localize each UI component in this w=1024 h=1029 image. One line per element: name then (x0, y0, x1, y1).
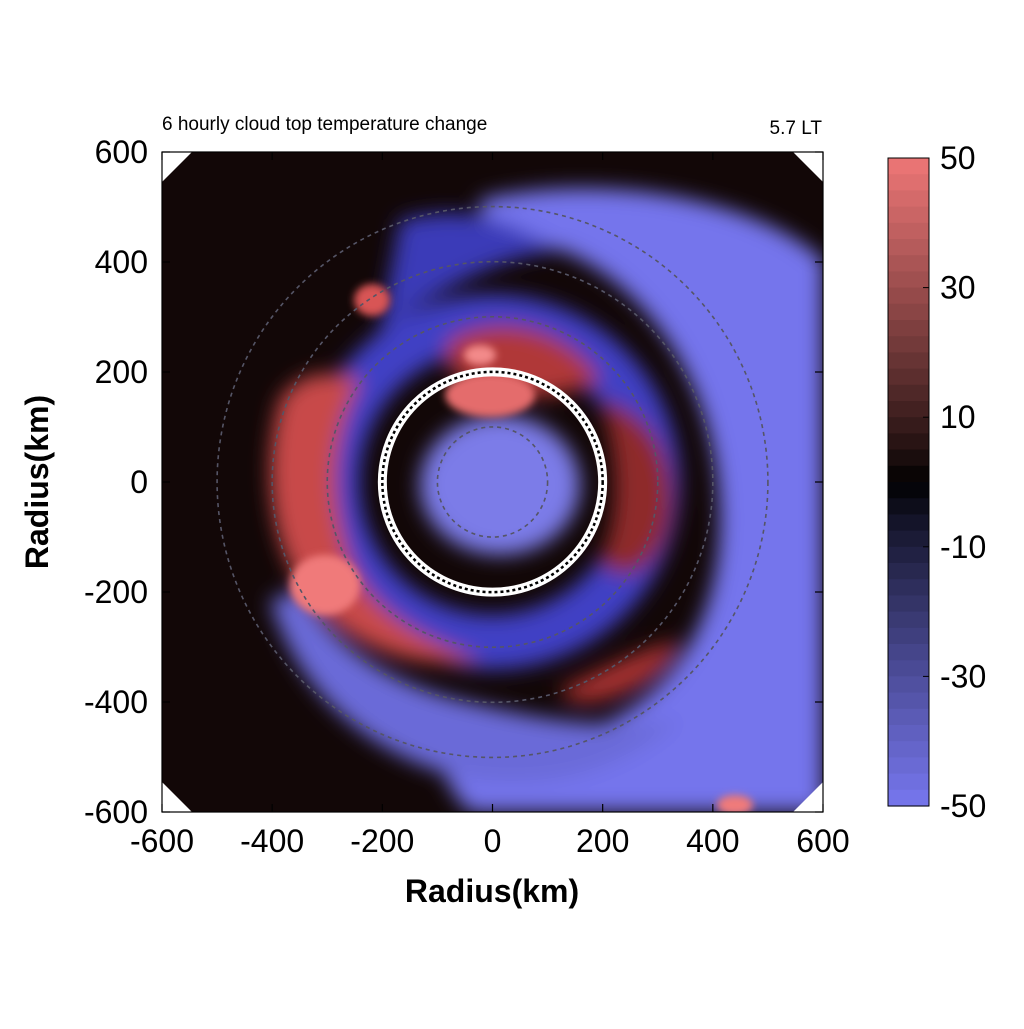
y-axis-label: Radius(km) (19, 395, 55, 569)
colorbar-swatch (888, 449, 929, 467)
heatmap-region-outer-cooling (442, 188, 823, 812)
colorbar-tick-label: -10 (940, 529, 986, 565)
x-tick-label: 600 (796, 823, 849, 859)
colorbar-swatch (888, 384, 929, 402)
colorbar-swatch (888, 401, 929, 418)
heatmap-region-southeast-warming (560, 640, 680, 702)
x-tick-label: 0 (484, 823, 502, 859)
colorbar-swatch (888, 757, 929, 775)
x-axis-ticks: -600 -400 -200 0 200 400 600 (130, 152, 850, 859)
colorbar-swatch (888, 433, 929, 451)
corner-mask-bottom-right (793, 782, 823, 812)
colorbar-swatch (888, 530, 929, 548)
colorbar-tick-label: -50 (940, 788, 986, 824)
colorbar-swatch (888, 368, 929, 386)
dashed-ring-3 (271, 260, 714, 704)
colorbar-tick-label: 10 (940, 399, 976, 435)
x-axis-label: Radius(km) (405, 873, 579, 909)
heatmap-peak-north (464, 345, 496, 365)
radius-highlight-circle (377, 367, 608, 597)
colorbar-swatch (888, 482, 929, 499)
colorbar-swatch (888, 579, 929, 596)
chart-title: 6 hourly cloud top temperature change (162, 114, 487, 135)
colorbar-swatch (888, 725, 929, 742)
colorbar-swatch (888, 206, 929, 224)
highlight-circle-dashed (381, 370, 604, 594)
colorbar-swatch (888, 158, 929, 175)
heatmap-highlights (290, 284, 753, 812)
colorbar-swatch (888, 676, 929, 694)
y-tick-label: -200 (84, 574, 148, 610)
colorbar-swatch (888, 239, 929, 256)
colorbar-swatch (888, 660, 929, 677)
colorbar-swatch (888, 773, 929, 791)
heatmap-peak-southeast-corner (717, 795, 753, 812)
colorbar-swatch (888, 222, 929, 240)
dashed-ring-0 (436, 426, 549, 538)
x-tick-label: 400 (686, 823, 739, 859)
colorbar-swatch (888, 708, 929, 726)
heatmap-region-south-cooling (270, 590, 680, 783)
corner-mask-top-right (793, 152, 823, 182)
heatmap-field (270, 188, 823, 812)
heatmap-plot-area (162, 152, 823, 812)
y-tick-label: 0 (130, 464, 148, 500)
heatmap-peak-northwest (354, 284, 390, 316)
x-tick-label: -400 (240, 823, 304, 859)
colorbar-tick-label: 50 (940, 140, 976, 176)
y-tick-label: 400 (95, 244, 148, 280)
colorbar-swatch (888, 627, 929, 645)
colorbar-swatch (888, 465, 929, 483)
heatmap-region-eye-cooling (420, 415, 580, 555)
y-tick-label: -400 (84, 684, 148, 720)
colorbar-swatch (888, 190, 929, 208)
colorbar-swatch (888, 498, 929, 515)
colorbar-swatch (888, 789, 929, 807)
colorbar-swatch (888, 595, 929, 613)
colorbar-swatch (888, 692, 929, 710)
dashed-ring-4 (216, 205, 769, 759)
colorbar-swatch (888, 174, 929, 191)
colorbar-tick-label: -30 (940, 658, 986, 694)
heatmap-region-east-warming (600, 400, 672, 575)
colorbar-swatch (888, 352, 929, 370)
colorbar-swatch (888, 271, 929, 289)
colorbar-swatch (888, 287, 929, 305)
colorbar-swatch (888, 611, 929, 629)
colorbar-frame (887, 157, 930, 807)
colorbar-swatch (888, 303, 929, 321)
colorbar-swatch (888, 514, 929, 532)
local-time-label: 5.7 LT (770, 118, 823, 139)
colorbar-swatch (888, 644, 929, 661)
x-tick-label: -600 (130, 823, 194, 859)
colorbar-swatch (888, 546, 929, 564)
colorbar-swatch (888, 741, 929, 758)
y-tick-label: 200 (95, 354, 148, 390)
x-tick-label: -200 (350, 823, 414, 859)
dashed-ring-2 (326, 315, 659, 649)
colorbar-swatch (888, 417, 929, 434)
x-tick-label: 200 (576, 823, 629, 859)
heatmap-region-transition (380, 213, 560, 330)
colorbar-swatch (888, 336, 929, 353)
heatmap-peak-north-core (445, 373, 535, 417)
corner-mask-top-left (162, 152, 192, 182)
colorbar: 50 30 10 -10 -30 -50 (887, 140, 986, 824)
colorbar-swatch (888, 563, 929, 580)
colorbar-tick-label: 30 (940, 270, 976, 306)
y-tick-label: 600 (95, 134, 148, 170)
y-axis-ticks: 600 400 200 0 -200 -400 -600 (84, 134, 823, 830)
corner-mask-bottom-left (162, 782, 192, 812)
colorbar-swatch (888, 255, 929, 272)
colorbar-swatch (888, 320, 929, 337)
y-tick-label: -600 (84, 794, 148, 830)
heatmap-peak-southwest (290, 555, 360, 615)
